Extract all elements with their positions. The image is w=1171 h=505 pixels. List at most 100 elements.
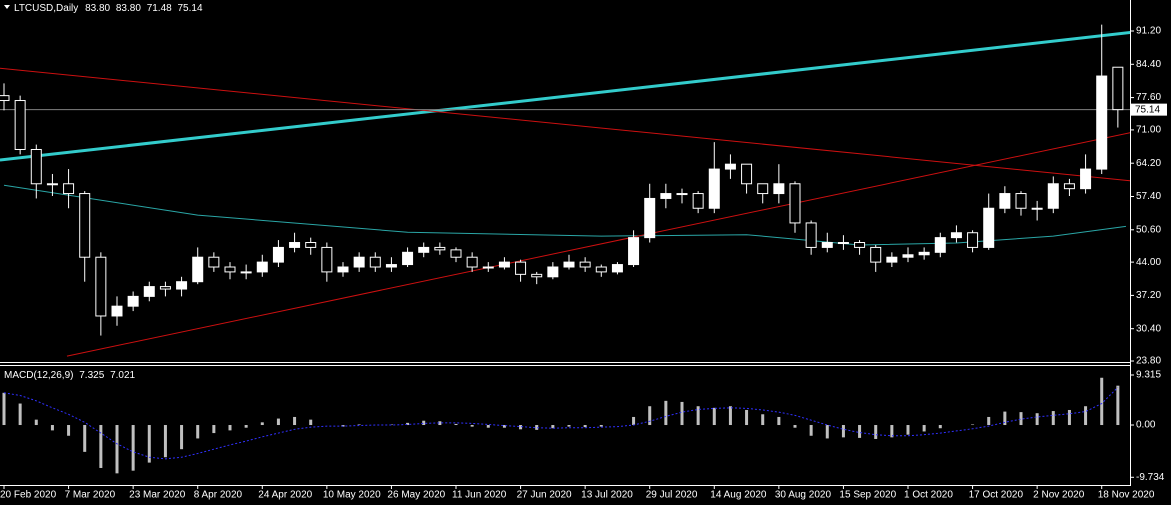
candle-body (159, 286, 171, 290)
macd-bar (180, 425, 184, 450)
y-tick-label: 37.20 (1136, 290, 1161, 301)
candle-body (757, 183, 769, 195)
macd-bar (293, 416, 297, 426)
candle-body (950, 232, 962, 239)
candle-body (385, 264, 397, 268)
candle-body (902, 254, 914, 258)
macd-panel (2, 377, 1120, 474)
x-tick-label: 14 Aug 2020 (710, 490, 767, 501)
macd-title: MACD(12,26,9) 7.325 7.021 (4, 370, 136, 381)
x-tick-label: 10 May 2020 (323, 490, 381, 501)
candle-body (192, 256, 204, 283)
candle-body (918, 251, 930, 256)
macd-bar (1084, 406, 1088, 426)
candle-body (208, 256, 220, 268)
trendline (66, 132, 1130, 357)
y-tick-label: 44.00 (1136, 257, 1161, 268)
macd-bar (502, 425, 506, 428)
candle-body (63, 183, 75, 195)
macd-bar (1116, 385, 1120, 426)
macd-bar (486, 425, 490, 428)
candle-body (531, 273, 543, 278)
chart-title: LTCUSD,Daily 83.80 83.80 71.48 75.14 (14, 3, 203, 14)
price-panel (0, 24, 1130, 357)
candle-body (321, 246, 333, 273)
macd-bar (922, 425, 926, 432)
macd-bar (470, 425, 474, 427)
macd-bar (535, 425, 539, 430)
candle-body (111, 305, 123, 317)
macd-name: MACD(12,26,9) (4, 370, 73, 381)
macd-bar (599, 425, 603, 427)
axes: 91.20 84.40 77.60 71.00 64.20 57.40 50.60 44.00… (0, 26, 1167, 501)
macd-bar (454, 423, 458, 426)
y-tick-label: 30.40 (1136, 323, 1161, 334)
y-tick-label: 84.40 (1136, 59, 1161, 70)
bid-label-box (1131, 103, 1167, 116)
candle-body (644, 197, 656, 239)
candle-body (967, 232, 979, 248)
candle-body (934, 237, 946, 253)
macd-bar (858, 425, 862, 438)
x-tick-label: 27 Jun 2020 (517, 490, 572, 501)
symbol: LTCUSD,Daily (14, 3, 78, 14)
macd-bar (18, 403, 22, 426)
macd-bar (83, 425, 87, 452)
x-tick-label: 13 Jul 2020 (581, 490, 633, 501)
signal-value: 7.021 (110, 370, 135, 381)
candle-body (305, 242, 317, 248)
x-tick-label: 30 Aug 2020 (775, 490, 832, 501)
candle-body (143, 286, 155, 297)
macd-bar (519, 425, 523, 430)
candle-body (127, 295, 139, 307)
candle-body (789, 183, 801, 224)
macd-bar (163, 425, 167, 458)
trendline (0, 31, 1130, 162)
macd-bar (680, 401, 684, 426)
candle-body (369, 256, 381, 268)
candle-body (595, 266, 607, 273)
x-tick-label: 17 Oct 2020 (969, 490, 1024, 501)
candle-body (886, 256, 898, 263)
macd-bar (841, 425, 845, 438)
macd-bar (422, 420, 426, 426)
macd-bar (890, 425, 894, 438)
candle-body (466, 256, 478, 268)
candle-body (0, 95, 10, 102)
macd-bar (712, 407, 716, 426)
candle-body (1047, 183, 1059, 209)
candle-body (1096, 75, 1108, 170)
candle-body (30, 148, 42, 185)
macd-bar (938, 425, 942, 429)
macd-bar (567, 425, 571, 427)
macd-bar (212, 425, 216, 434)
macd-value: 7.325 (79, 370, 104, 381)
candle-body (805, 222, 817, 248)
macd-bar (260, 422, 264, 426)
macd-bar (1035, 413, 1039, 426)
macd-bar (50, 425, 54, 431)
macd-bar (664, 400, 668, 426)
macd-bar (1003, 411, 1007, 426)
candle-body (821, 242, 833, 248)
y-tick-label: 77.60 (1136, 92, 1161, 103)
candle-body (660, 193, 672, 199)
candle-body (999, 193, 1011, 209)
macd-bar (406, 422, 410, 426)
macd-bar (696, 406, 700, 426)
y-tick-label: 64.20 (1136, 158, 1161, 169)
candle-body (1063, 183, 1075, 190)
x-tick-label: 2 Nov 2020 (1033, 490, 1085, 501)
candle-body (434, 246, 446, 251)
candle-body (224, 266, 236, 273)
candle-body (337, 266, 349, 273)
candle-body (1015, 193, 1027, 209)
x-tick-label: 26 May 2020 (387, 490, 445, 501)
candle-body (498, 261, 510, 268)
candle-body (450, 249, 462, 258)
x-tick-label: 15 Sep 2020 (839, 490, 896, 501)
macd-bar (276, 418, 280, 426)
x-tick-label: 29 Jul 2020 (646, 490, 698, 501)
candle-body (176, 281, 188, 290)
